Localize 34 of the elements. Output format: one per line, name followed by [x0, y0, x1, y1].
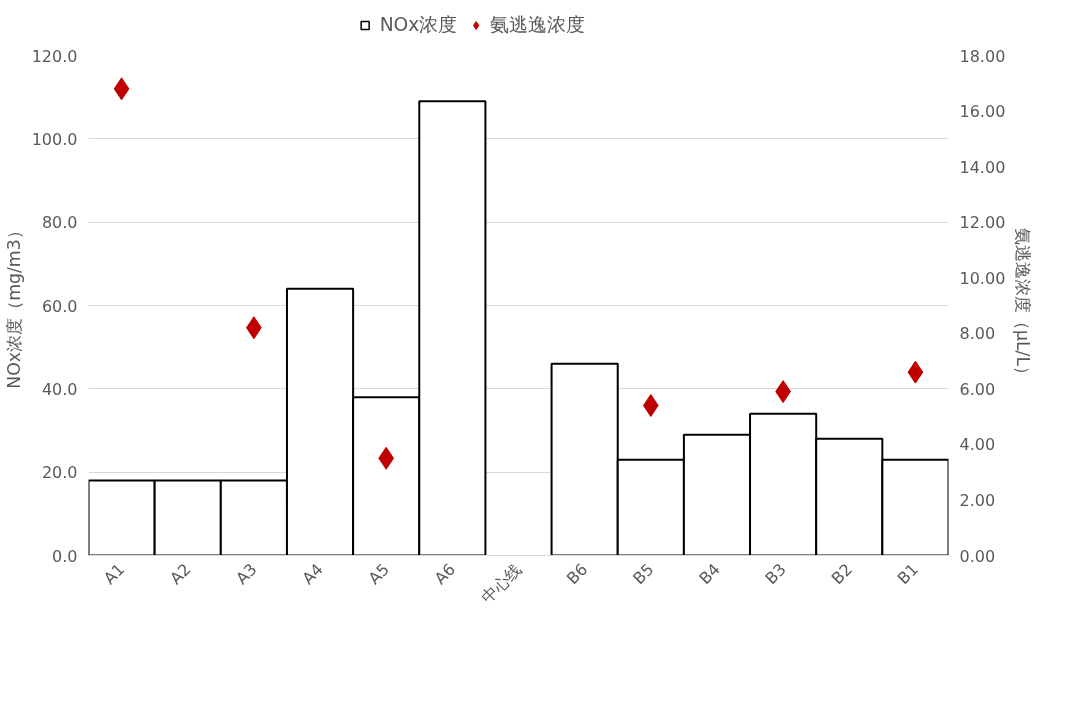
legend-label: NOx浓度 [379, 13, 458, 37]
y2-tick-label: 18.00 [959, 46, 1006, 66]
y-tick-label: 60.0 [41, 296, 78, 316]
y2-tick-label: 12.00 [959, 213, 1006, 233]
x-tick-label: A5 [364, 559, 393, 589]
y-axis-title: NOx浓度（mg/m3） [3, 222, 24, 389]
x-tick-label: A1 [99, 559, 129, 589]
x-tick-label: B3 [761, 559, 790, 589]
x-tick-label: B2 [827, 559, 856, 589]
y2-tick-label: 16.00 [959, 102, 1006, 122]
y-tick-label: 80.0 [41, 213, 78, 233]
x-tick-label: B4 [695, 559, 724, 589]
y2-tick-label: 14.00 [959, 157, 1006, 177]
x-tick-label: A3 [232, 559, 261, 589]
x-tick-label: A6 [430, 559, 460, 589]
x-tick-label: B5 [629, 559, 658, 589]
x-tick-label: B6 [562, 559, 592, 589]
y-tick-label: 0.0 [52, 546, 78, 566]
y-tick-label: 120.0 [31, 46, 78, 66]
y2-tick-label: 2.00 [959, 490, 996, 510]
y2-tick-label: 0.00 [959, 546, 996, 566]
y-tick-label: 40.0 [41, 379, 78, 399]
x-tick-label: 中心线 [477, 559, 526, 608]
x-tick-label: B1 [893, 559, 923, 589]
y-tick-label: 20.0 [41, 463, 78, 483]
y2-axis-title: 氨逃逸浓度（μL/L） [1013, 227, 1034, 384]
legend-label: 氨逃逸浓度 [490, 13, 586, 37]
y2-tick-label: 4.00 [959, 435, 996, 455]
y2-tick-label: 6.00 [959, 379, 996, 399]
y2-tick-label: 8.00 [959, 324, 996, 344]
x-tick-label: A4 [298, 559, 327, 589]
y-tick-label: 100.0 [31, 129, 78, 149]
x-tick-label: A2 [166, 559, 195, 589]
y2-tick-label: 10.00 [959, 268, 1006, 288]
